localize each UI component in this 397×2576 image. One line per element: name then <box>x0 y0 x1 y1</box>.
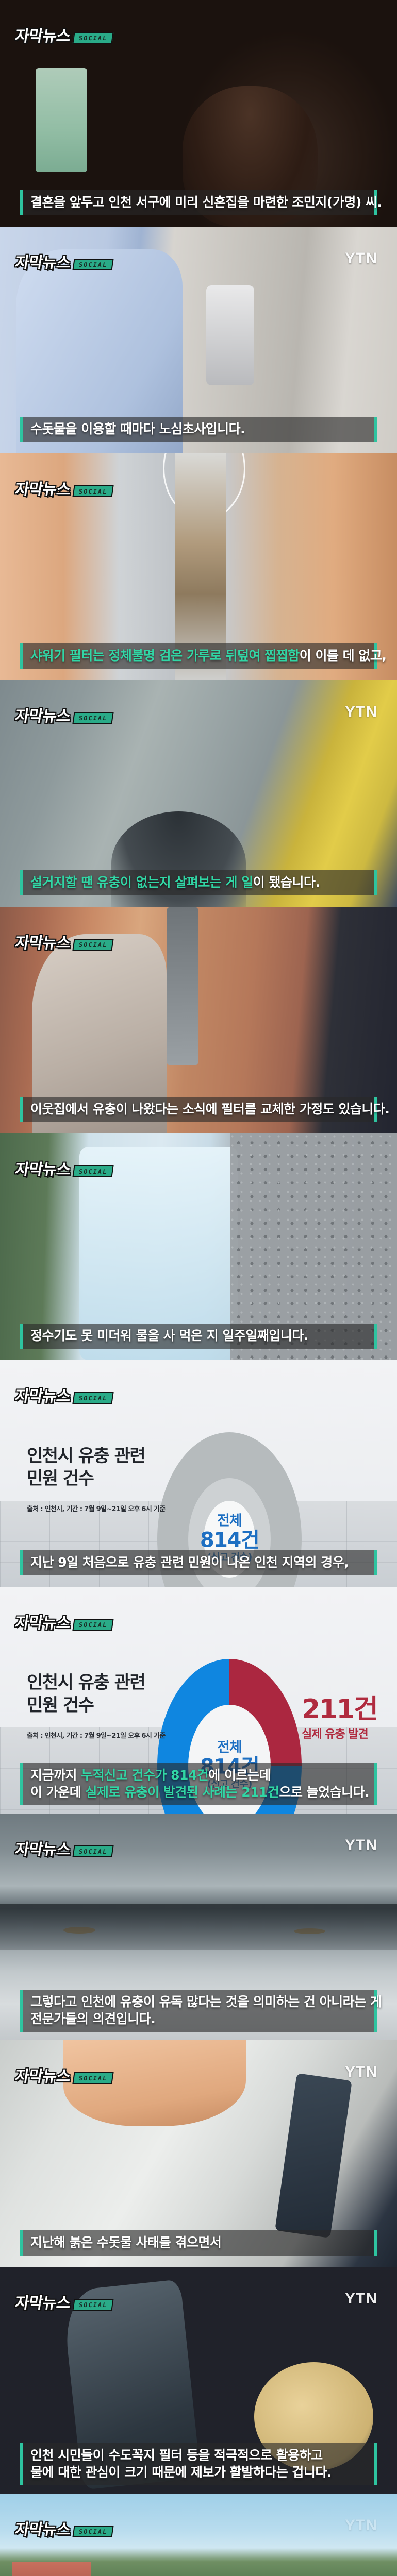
program-logo-badge: SOCIAL <box>72 1619 114 1631</box>
program-logo-korean: 자막뉴스 <box>14 934 72 952</box>
caption-line: 그렇다고 인천에 유충이 유독 많다는 것을 의미하는 건 아니라는 게 <box>30 1994 382 2009</box>
chart-source-note: 출처 : 인천시, 기간 : 7월 9일~21일 오후 6시 기준 <box>27 1505 166 1513</box>
chart-title-line2: 민원 건수 <box>27 1468 94 1489</box>
news-panel-9: 자막뉴스 SOCIAL YTN 그렇다고 인천에 유충이 유독 많다는 것을 의… <box>0 1814 397 2040</box>
caption-line: 지난 9일 처음으로 유충 관련 민원이 나온 인천 지역의 경우, <box>30 1555 349 1570</box>
program-logo-badge: SOCIAL <box>72 2526 114 2537</box>
donut-center-line1: 전체 <box>217 1739 242 1756</box>
program-logo: 자막뉴스 SOCIAL <box>14 1610 114 1633</box>
news-panel-7: 자막뉴스 SOCIAL 인천시 유충 관련 민원 건수 출처 : 인천시, 기간… <box>0 1360 397 1587</box>
news-panel-11: 자막뉴스 SOCIAL YTN 인천 시민들이 수도꼭지 필터 등을 적극적으로… <box>0 2267 397 2494</box>
news-panel-6: 자막뉴스 SOCIAL 정수기도 못 미더워 물을 사 먹은 지 일주일째입니다… <box>0 1133 397 1360</box>
broadcaster-bug: YTN <box>345 2063 377 2080</box>
broadcaster-bug: YTN <box>345 1837 377 1854</box>
program-logo-korean: 자막뉴스 <box>14 1161 72 1179</box>
scene-faucet-filter-debris <box>0 2040 397 2267</box>
donut-center-line2: 814건 <box>200 1528 260 1552</box>
program-logo-korean: 자막뉴스 <box>14 27 72 45</box>
caption-line: 수돗물을 이용할 때마다 노심초사입니다. <box>30 421 245 436</box>
program-logo-korean: 자막뉴스 <box>14 2067 72 2086</box>
subtitle-caption: 지금까지 누적신고 건수가 814건에 이르는데 이 가운데 실제로 유충이 발… <box>20 1763 377 1805</box>
program-logo: 자막뉴스 SOCIAL <box>14 1383 114 1406</box>
program-logo: 자막뉴스 SOCIAL <box>14 477 114 499</box>
chart-callout-label: 실제 유충 발견 <box>302 1728 369 1741</box>
chart-source-note: 출처 : 인천시, 기간 : 7월 9일~21일 오후 6시 기준 <box>27 1732 166 1740</box>
program-logo-badge: SOCIAL <box>72 1392 114 1404</box>
program-logo-korean: 자막뉴스 <box>14 707 72 725</box>
chart-callout-value: 211건 <box>302 1694 378 1725</box>
subtitle-caption: 설거지할 땐 유충이 없는지 살펴보는 게 일이 됐습니다. <box>20 870 377 895</box>
program-logo-korean: 자막뉴스 <box>14 2521 72 2539</box>
caption-line: 지난해 붉은 수돗물 사태를 겪으면서 <box>30 2235 222 2250</box>
program-logo: 자막뉴스 SOCIAL <box>14 703 114 726</box>
news-panel-3: 자막뉴스 SOCIAL 샤워기 필터는 정체불명 검은 가루로 뒤덮여 찝찝함이… <box>0 453 397 680</box>
caption-line: 결혼을 앞두고 인천 서구에 미리 신혼집을 마련한 조민지(가명) 씨. <box>30 195 382 210</box>
program-logo-badge: SOCIAL <box>72 2072 114 2084</box>
broadcaster-bug: YTN <box>345 2517 377 2534</box>
subtitle-caption: 그렇다고 인천에 유충이 유독 많다는 것을 의미하는 건 아니라는 게 전문가… <box>20 1990 382 2032</box>
subtitle-caption: 이웃집에서 유충이 나왔다는 소식에 필터를 교체한 가정도 있습니다. <box>20 1097 390 1122</box>
subtitle-caption: 지난 9일 처음으로 유충 관련 민원이 나온 인천 지역의 경우, <box>20 1550 377 1575</box>
subtitle-caption: 인천 시민들이 수도꼭지 필터 등을 적극적으로 활용하고 물에 대한 관심이 … <box>20 2443 377 2485</box>
chart-title: 인천시 유충 관련 민원 건수 <box>27 1445 146 1490</box>
program-logo-badge: SOCIAL <box>72 1165 114 1177</box>
caption-line: 이 가운데 실제로 유충이 발견된 사례는 211건으로 늘었습니다. <box>30 1785 370 1800</box>
chart-title-line1: 인천시 유충 관련 <box>27 1672 146 1693</box>
caption-line: 전문가들의 의견입니다. <box>30 2011 156 2026</box>
news-panel-8: 자막뉴스 SOCIAL 인천시 유충 관련 민원 건수 출처 : 인천시, 기간… <box>0 1587 397 1814</box>
caption-line: 정수기도 못 미더워 물을 사 먹은 지 일주일째입니다. <box>30 1328 308 1343</box>
program-logo-korean: 자막뉴스 <box>14 481 72 499</box>
program-logo-badge: SOCIAL <box>72 485 114 497</box>
program-logo: 자막뉴스 SOCIAL <box>14 23 114 46</box>
broadcaster-bug: YTN <box>345 2290 377 2307</box>
program-logo-korean: 자막뉴스 <box>14 2294 72 2312</box>
program-logo: 자막뉴스 SOCIAL <box>14 1157 114 1179</box>
subtitle-caption: 수돗물을 이용할 때마다 노심초사입니다. <box>20 417 377 442</box>
program-logo-badge: SOCIAL <box>72 2299 114 2311</box>
news-panel-12: 자막뉴스 SOCIAL YTN 유난히 따뜻했던 지난해 겨울이 유충 확산에 … <box>0 2494 397 2576</box>
program-logo-badge: SOCIAL <box>72 259 114 270</box>
caption-line: 물에 대한 관심이 크기 때문에 제보가 활발하다는 겁니다. <box>30 2465 332 2480</box>
subtitle-caption: 정수기도 못 미더워 물을 사 먹은 지 일주일째입니다. <box>20 1324 377 1349</box>
chart-title-line1: 인천시 유충 관련 <box>27 1446 146 1466</box>
chart-title: 인천시 유충 관련 민원 건수 <box>27 1672 146 1717</box>
program-logo-korean: 자막뉴스 <box>14 1614 72 1632</box>
program-logo: 자막뉴스 SOCIAL <box>14 2517 114 2539</box>
program-logo-badge: SOCIAL <box>72 712 114 724</box>
scene-water-treatment-plant <box>0 2494 397 2576</box>
program-logo-korean: 자막뉴스 <box>14 1387 72 1405</box>
news-panel-10: 자막뉴스 SOCIAL YTN 지난해 붉은 수돗물 사태를 겪으면서 <box>0 2040 397 2267</box>
program-logo: 자막뉴스 SOCIAL <box>14 250 114 273</box>
program-logo-badge: SOCIAL <box>72 1845 114 1857</box>
news-panel-1: 자막뉴스 SOCIAL 결혼을 앞두고 인천 서구에 미리 신혼집을 마련한 조… <box>0 0 397 227</box>
program-logo: 자막뉴스 SOCIAL <box>14 1837 114 1859</box>
chart-title-line2: 민원 건수 <box>27 1694 94 1716</box>
caption-line: 이웃집에서 유충이 나왔다는 소식에 필터를 교체한 가정도 있습니다. <box>30 1101 390 1116</box>
caption-line: 인천 시민들이 수도꼭지 필터 등을 적극적으로 활용하고 <box>30 2448 323 2463</box>
news-panel-2: 자막뉴스 SOCIAL YTN 수돗물을 이용할 때마다 노심초사입니다. <box>0 227 397 453</box>
chart-callout: 211건 실제 유충 발견 <box>302 1694 378 1741</box>
news-panel-5: 자막뉴스 SOCIAL 이웃집에서 유충이 나왔다는 소식에 필터를 교체한 가… <box>0 907 397 1133</box>
subtitle-caption: 결혼을 앞두고 인천 서구에 미리 신혼집을 마련한 조민지(가명) 씨. <box>20 190 382 215</box>
scene-shower-filter-closeup <box>0 453 397 680</box>
subtitle-caption: 지난해 붉은 수돗물 사태를 겪으면서 <box>20 2230 377 2256</box>
subtitle-caption: 샤워기 필터는 정체불명 검은 가루로 뒤덮여 찝찝함이 이를 데 없고, <box>20 643 387 669</box>
program-logo-korean: 자막뉴스 <box>14 254 72 272</box>
program-logo-badge: SOCIAL <box>72 32 114 44</box>
donut-center-line1: 전체 <box>217 1513 242 1529</box>
program-logo: 자막뉴스 SOCIAL <box>14 2290 114 2313</box>
program-logo-badge: SOCIAL <box>72 939 114 951</box>
scene-bathroom-doorway <box>0 0 397 227</box>
program-logo: 자막뉴스 SOCIAL <box>14 2063 114 2086</box>
caption-line: 지금까지 누적신고 건수가 814건에 이르는데 <box>30 1768 271 1783</box>
program-logo: 자막뉴스 SOCIAL <box>14 930 114 953</box>
news-panel-4: 자막뉴스 SOCIAL YTN 설거지할 땐 유충이 없는지 살펴보는 게 일이… <box>0 680 397 907</box>
caption-line: 설거지할 땐 유충이 없는지 살펴보는 게 일이 됐습니다. <box>30 875 320 890</box>
program-logo-korean: 자막뉴스 <box>14 1841 72 1859</box>
caption-line: 샤워기 필터는 정체불명 검은 가루로 뒤덮여 찝찝함이 이를 데 없고, <box>30 648 387 663</box>
broadcaster-bug: YTN <box>345 703 377 720</box>
broadcaster-bug: YTN <box>345 250 377 267</box>
